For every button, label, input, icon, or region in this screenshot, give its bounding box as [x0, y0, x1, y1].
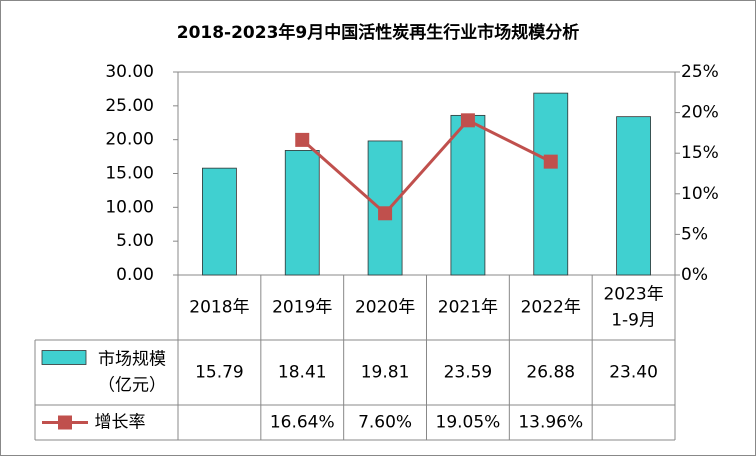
marker	[378, 206, 393, 221]
data-label: 13.96%	[518, 413, 583, 433]
bar	[450, 114, 486, 276]
line	[301, 118, 552, 216]
chart-title: 2018-2023年9月中国活性炭再生行业市场规模分析	[177, 22, 580, 43]
x-tick-label: 2018年	[189, 298, 249, 318]
legend-label: 增长率	[95, 413, 146, 433]
x-tick-label: 2019年	[272, 298, 332, 318]
data-label: 15.79	[195, 363, 244, 383]
bar	[533, 92, 569, 276]
bar	[202, 167, 237, 276]
y2-tick-label: 15%	[681, 143, 719, 163]
y-tick-label: 20.00	[105, 130, 154, 150]
x-tick-label: 2020年	[355, 298, 415, 318]
data-label: 23.40	[609, 363, 658, 383]
marker	[295, 132, 310, 147]
y2-tick-label: 10%	[681, 184, 719, 204]
data-label: 26.88	[526, 363, 575, 383]
y2-tick-label: 20%	[681, 103, 719, 123]
y-tick-label: 30.00	[105, 62, 154, 82]
x-tick-label: 2021年	[438, 298, 498, 318]
y-tick-label: 25.00	[105, 96, 154, 116]
legend-key	[58, 415, 72, 430]
y-tick-label: 15.00	[105, 164, 154, 184]
data-label: 19.05%	[436, 413, 501, 433]
marker	[460, 113, 475, 128]
data-label: 7.60%	[358, 413, 412, 433]
data-label: 23.59	[444, 363, 493, 383]
x-tick-label: 2023年 1-9月	[603, 285, 663, 331]
data-label: 19.81	[361, 363, 410, 383]
data-label: 18.41	[278, 363, 327, 383]
marker	[543, 154, 558, 169]
bar	[284, 150, 320, 276]
y2-tick-label: 5%	[681, 224, 708, 244]
bar	[616, 116, 651, 276]
y2-tick-label: 25%	[681, 62, 719, 82]
y-tick-label: 0.00	[116, 265, 154, 285]
legend-label: 市场规模（亿元）	[98, 350, 166, 396]
x-tick-label: 2022年	[521, 298, 581, 318]
data-label: 16.64%	[270, 413, 335, 433]
legend-key	[41, 350, 87, 365]
y-tick-label: 10.00	[105, 197, 154, 217]
y2-tick-label: 0%	[681, 265, 708, 285]
y-tick-label: 5.00	[116, 231, 154, 251]
